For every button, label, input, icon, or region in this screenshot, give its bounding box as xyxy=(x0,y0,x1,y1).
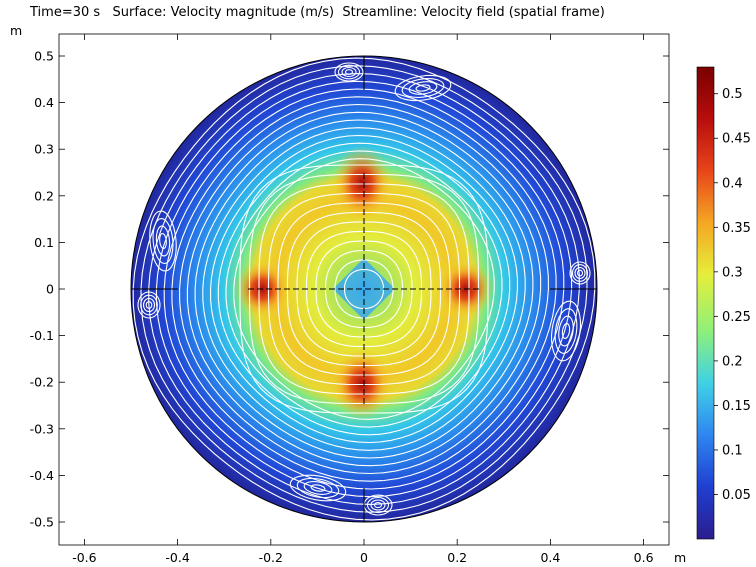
x-tick-label: -0.6 xyxy=(72,550,96,565)
streamline-outer xyxy=(210,134,518,444)
streamline-outer xyxy=(179,103,549,475)
streamline-eddy xyxy=(159,232,167,250)
streamline-eddy xyxy=(344,69,354,75)
streamline-eddy xyxy=(155,225,171,257)
streamline-eddy xyxy=(142,297,156,313)
streamline-eddy xyxy=(576,269,584,277)
streamline-eddy xyxy=(574,266,586,280)
streamline-outer xyxy=(233,158,495,420)
y-tick-label: -0.5 xyxy=(30,515,54,530)
y-axis: 0.5 0.4 0.3 0.2 0.1 0 -0.1 -0.2 -0.3 -0.4 -0.5 xyxy=(30,49,669,530)
streamline-eddy xyxy=(415,84,431,92)
streamline-eddy xyxy=(571,264,589,282)
streamline-outer xyxy=(225,150,503,428)
streamline-eddy xyxy=(373,501,383,509)
streamline-inner xyxy=(343,268,385,310)
chart-title: Time=30 s Surface: Velocity magnitude (m… xyxy=(30,5,605,20)
streamline-eddy xyxy=(394,74,452,102)
y-tick-label: -0.3 xyxy=(30,421,54,436)
streamline-inner xyxy=(239,164,489,414)
streamline-eddy xyxy=(152,218,174,264)
y-tick-label: 0.5 xyxy=(34,49,54,64)
streamline-eddy xyxy=(554,308,578,354)
streamline-outer xyxy=(186,111,542,467)
streamline-eddy xyxy=(341,66,357,78)
colorbar-tick-label: 0.5 xyxy=(722,87,743,102)
streamline-eddy xyxy=(296,477,340,499)
center-diamond xyxy=(333,258,395,320)
colorbar-ramp xyxy=(696,66,715,540)
x-tick-label: 0.4 xyxy=(540,550,560,565)
colorbar-tick-label: 0.2 xyxy=(722,354,743,369)
x-tick-label: -0.4 xyxy=(165,550,189,565)
colorbar-tick-label: 0.25 xyxy=(722,310,751,325)
baffles xyxy=(131,56,597,522)
streamline-eddy xyxy=(561,323,571,339)
streamline-outer xyxy=(194,119,534,459)
streamline-eddy xyxy=(149,210,177,272)
y-tick-label: -0.1 xyxy=(30,328,54,343)
streamline-eddy xyxy=(137,291,161,319)
y-tick-label: -0.4 xyxy=(30,468,54,483)
streamline-outer xyxy=(202,127,526,451)
streamline-eddy xyxy=(145,301,153,309)
streamline-eddy xyxy=(370,499,386,511)
x-axis: -0.6 -0.4 -0.2 0 0.2 0.4 0.6 xyxy=(72,34,654,565)
x-tick-label: 0.6 xyxy=(634,550,654,565)
colorbar-tick-label: 0.35 xyxy=(722,221,751,236)
streamline-eddy xyxy=(289,474,347,502)
streamline-eddy xyxy=(401,78,445,98)
streamline-eddy xyxy=(366,496,390,514)
colorbar: 0.5 0.45 0.4 0.35 0.3 0.25 0.2 0.15 0.1 0.05 xyxy=(696,66,751,540)
streamline-eddy xyxy=(569,261,591,285)
velocity-surface xyxy=(131,56,597,522)
colorbar-tick-label: 0.3 xyxy=(722,265,743,280)
streamline-eddy xyxy=(558,315,574,347)
colorbar-tick-label: 0.4 xyxy=(722,176,743,191)
x-tick-label: 0 xyxy=(360,550,368,565)
y-unit-label: m xyxy=(10,23,22,38)
x-tick-label: -0.2 xyxy=(259,550,283,565)
streamline-eddy xyxy=(140,294,158,316)
y-tick-label: 0.3 xyxy=(34,142,54,157)
streamline-eddy xyxy=(303,481,333,495)
x-unit-label: m xyxy=(674,550,686,565)
colorbar-tick-label: 0.45 xyxy=(722,132,751,147)
y-tick-label: 0.2 xyxy=(34,188,54,203)
colorbar-tick-label: 0.05 xyxy=(722,488,751,503)
y-tick-label: 0.4 xyxy=(34,95,54,110)
streamline-eddy xyxy=(337,64,361,80)
hot-spot-top xyxy=(332,145,392,221)
y-tick-label: 0.1 xyxy=(34,235,54,250)
streamline-eddy xyxy=(408,81,438,95)
y-tick-label: 0 xyxy=(46,282,54,297)
streamline-outer xyxy=(217,142,511,436)
y-tick-label: -0.2 xyxy=(30,375,54,390)
streamline-eddy xyxy=(550,300,582,362)
streamlines xyxy=(132,57,596,521)
streamline-eddy xyxy=(310,484,326,492)
colorbar-tick-label: 0.1 xyxy=(722,443,743,458)
colorbar-tick-label: 0.15 xyxy=(722,399,751,414)
streamline-eddy xyxy=(334,62,364,82)
x-tick-label: 0.2 xyxy=(447,550,467,565)
